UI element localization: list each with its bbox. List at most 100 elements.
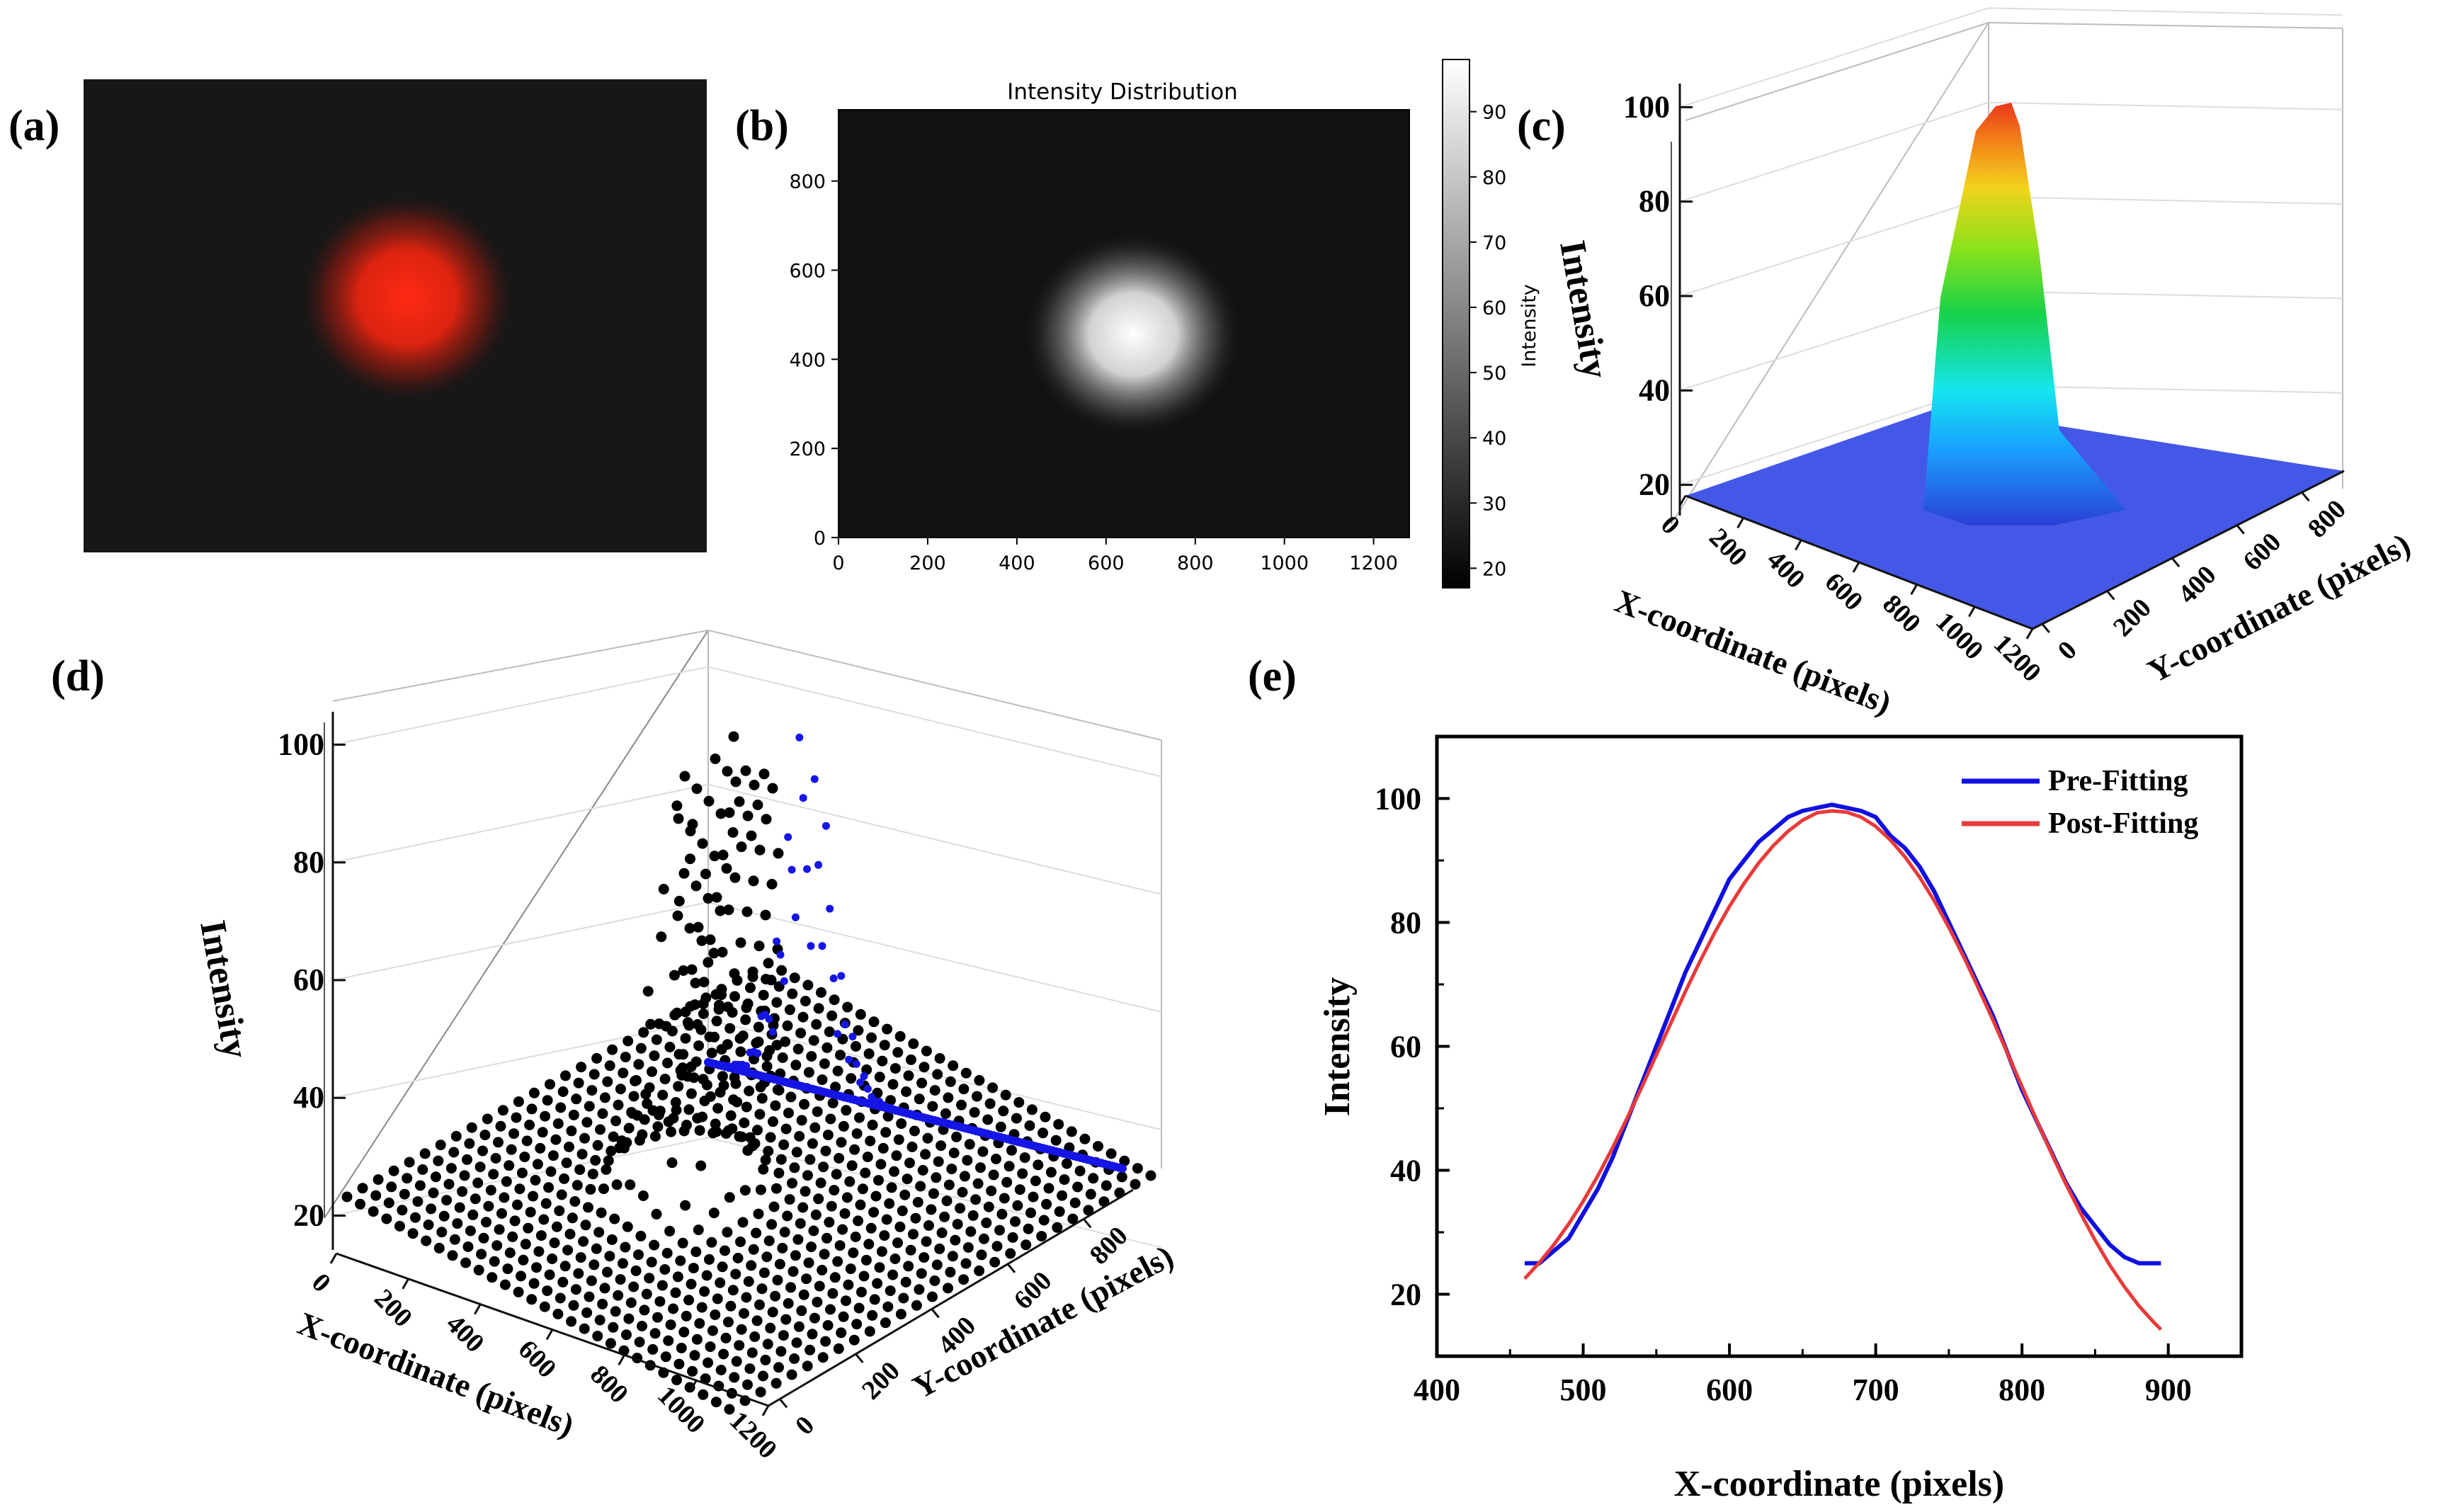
scatter-point-black xyxy=(620,1052,631,1063)
scatter-point-black xyxy=(685,853,695,865)
panel-b-x-ticks: 0 200 400 600 800 1000 1200 xyxy=(832,538,1398,574)
scatter-point-black xyxy=(402,1173,413,1184)
scatter-point-black xyxy=(940,1108,951,1119)
scatter-point-blue xyxy=(795,733,804,741)
scatter-point-black xyxy=(932,1069,943,1080)
scatter-point-blue xyxy=(826,904,834,913)
scatter-point-black xyxy=(765,1132,776,1143)
panel-label-d: (d) xyxy=(51,652,105,700)
d-x-tick-mark xyxy=(618,1354,625,1366)
panel-b-colorbar xyxy=(1442,59,1470,589)
scatter-point-black xyxy=(613,1290,624,1301)
scatter-point-black xyxy=(504,1247,516,1258)
scatter-point-black xyxy=(747,971,758,982)
scatter-point-black xyxy=(931,1172,942,1183)
scatter-point-black xyxy=(537,1127,548,1138)
scatter-point-black xyxy=(798,1289,809,1300)
scatter-point-black xyxy=(651,1034,662,1045)
scatter-point-black xyxy=(832,1065,843,1076)
scatter-point-black xyxy=(494,1224,505,1235)
scatter-point-black xyxy=(660,1351,671,1363)
c-y-tick-label: 800 xyxy=(2302,494,2352,544)
scatter-point-black xyxy=(724,807,735,818)
c-z-tick-label: 20 xyxy=(1639,467,1670,502)
scatter-point-black xyxy=(830,1081,841,1093)
scatter-point-black xyxy=(711,1126,722,1137)
scatter-point-black xyxy=(573,1077,584,1088)
scatter-point-black xyxy=(760,909,771,921)
scatter-point-black xyxy=(777,1242,788,1254)
scatter-point-black xyxy=(693,1040,705,1052)
scatter-point-black xyxy=(419,1148,431,1159)
scatter-point-black xyxy=(597,1298,608,1309)
scatter-point-black xyxy=(454,1202,465,1213)
scatter-point-black xyxy=(441,1195,453,1206)
scatter-point-black xyxy=(777,1052,788,1063)
scatter-point-black xyxy=(729,1372,740,1383)
scatter-point-black xyxy=(703,957,714,968)
scatter-point-black xyxy=(829,994,840,1006)
scatter-point-black xyxy=(756,1093,768,1104)
scatter-point-black xyxy=(404,1156,415,1168)
panel-c-y-axis xyxy=(2032,470,2345,630)
scatter-point-black xyxy=(638,1027,649,1038)
scatter-point-black xyxy=(649,1328,661,1339)
scatter-point-black xyxy=(568,1300,579,1311)
scatter-point-black xyxy=(575,1252,586,1263)
scatter-point-black xyxy=(868,1016,880,1028)
panel-b-intensity-spot xyxy=(1023,232,1243,437)
scatter-point-black xyxy=(700,868,711,880)
scatter-point-black xyxy=(948,1147,960,1159)
scatter-point-black xyxy=(921,1236,932,1247)
scatter-point-black xyxy=(896,1118,907,1130)
scatter-point-black xyxy=(526,1103,538,1115)
scatter-point-black xyxy=(716,1044,727,1055)
scatter-point-black xyxy=(566,1125,577,1137)
scatter-point-black xyxy=(604,1060,615,1072)
scatter-point-black xyxy=(947,1251,958,1262)
scatter-point-black xyxy=(986,1186,997,1197)
d-x-tick-label: 200 xyxy=(368,1283,418,1333)
scatter-point-black xyxy=(1010,1216,1020,1227)
scatter-point-black xyxy=(856,1287,867,1297)
c-x-tick-mark xyxy=(1968,606,1976,618)
scatter-point-black xyxy=(472,1177,484,1188)
scatter-point-black xyxy=(763,957,774,969)
scatter-point-black xyxy=(649,1131,661,1142)
scatter-point-black xyxy=(586,1085,598,1096)
scatter-point-black xyxy=(711,892,722,903)
d-y-tick-mark xyxy=(855,1353,864,1363)
scatter-point-black xyxy=(516,1271,526,1282)
scatter-point-black xyxy=(564,1229,576,1240)
scatter-point-black xyxy=(545,1166,557,1177)
scatter-point-black xyxy=(761,1050,773,1062)
scatter-point-black xyxy=(357,1183,368,1194)
scatter-point-black xyxy=(934,1053,945,1064)
scatter-point-black xyxy=(746,830,757,841)
scatter-point-black xyxy=(740,1014,751,1025)
scatter-point-black xyxy=(761,814,772,825)
panel-d-series-black xyxy=(341,731,1156,1415)
scatter-point-black xyxy=(766,879,778,889)
scatter-point-black xyxy=(870,1190,882,1202)
b-y-tick-label: 600 xyxy=(789,261,826,283)
c-x-tick-label: 400 xyxy=(1761,545,1811,594)
scatter-point-black xyxy=(495,1120,506,1132)
scatter-point-black xyxy=(884,1198,895,1209)
scatter-point-black xyxy=(843,1279,854,1290)
scatter-point-black xyxy=(448,1147,460,1158)
scatter-point-black xyxy=(931,1259,943,1271)
scatter-point-black xyxy=(760,1154,771,1166)
scatter-point-black xyxy=(821,1042,833,1053)
scatter-point-black xyxy=(703,893,714,904)
panel-d-scatter3d: 20 40 60 80 100 0 200 400 600 800 1000 1200 0 200 40… xyxy=(192,630,1179,1465)
scatter-point-black xyxy=(755,1184,766,1195)
scatter-point-black xyxy=(783,1298,794,1309)
scatter-point-black xyxy=(1057,1190,1068,1201)
scatter-point-black xyxy=(789,972,800,984)
scatter-point-black xyxy=(858,1271,870,1282)
scatter-point-black xyxy=(880,1317,891,1329)
scatter-point-black xyxy=(725,1300,737,1312)
panel-b-frame xyxy=(838,109,1410,538)
scatter-point-black xyxy=(639,1304,650,1316)
